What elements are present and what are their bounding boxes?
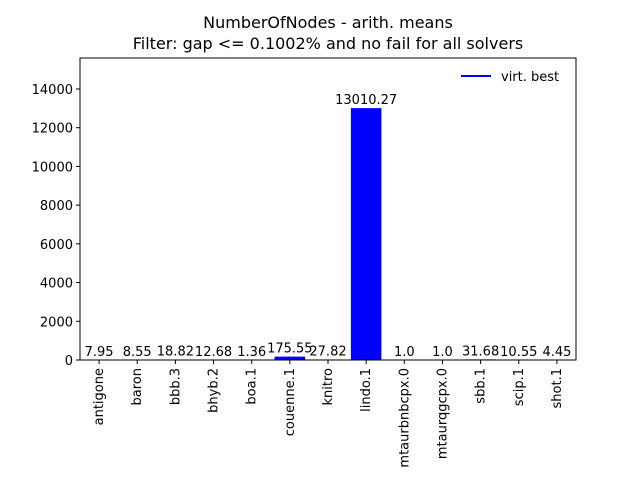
y-tick-label-2000: 2000 (40, 315, 73, 330)
y-tick-label-12000: 12000 (32, 122, 73, 137)
x-tick-label-scip-1: scip.1 (512, 368, 527, 406)
legend: virt. best (461, 70, 559, 85)
x-tick-label-sbb-1: sbb.1 (474, 368, 489, 404)
plot-frame (79, 57, 577, 361)
x-tick-label-knitro: knitro (321, 368, 336, 406)
x-tick-label-mtaurqgcpx-0: mtaurqgcpx.0 (435, 368, 450, 459)
data-label-antigone: 7.95 (85, 345, 114, 360)
data-label-shot-1: 4.45 (542, 345, 571, 360)
chart-subtitle: Filter: gap <= 0.1002% and no fail for a… (133, 34, 523, 53)
data-label-couenne-1: 175.55 (267, 342, 313, 357)
bar-lindo-1 (350, 108, 382, 360)
data-label-scip-1: 10.55 (500, 345, 537, 360)
x-tick-label-lindo-1: lindo.1 (359, 368, 374, 412)
x-tick-label-bhyb-2: bhyb.2 (207, 368, 222, 413)
legend-label-virt-best: virt. best (501, 70, 559, 85)
x-tick-label-baron: baron (130, 368, 145, 405)
data-label-bbb-3: 18.82 (157, 345, 194, 360)
y-tick-label-14000: 14000 (32, 83, 73, 98)
x-tick-label-bbb-3: bbb.3 (168, 368, 183, 405)
data-label-knitro: 27.82 (309, 344, 346, 359)
data-label-baron: 8.55 (123, 345, 152, 360)
y-tick-label-4000: 4000 (40, 277, 73, 292)
data-label-bhyb-2: 12.68 (195, 345, 232, 360)
bar-couenne-1 (274, 356, 306, 360)
data-label-lindo-1: 13010.27 (335, 93, 397, 108)
x-tick-label-couenne-1: couenne.1 (283, 368, 298, 436)
data-label-mtaurqgcpx-0: 1.0 (432, 345, 453, 360)
x-tick-label-boa-1: boa.1 (245, 368, 260, 405)
y-tick-label-8000: 8000 (40, 199, 73, 214)
y-tick-label-10000: 10000 (32, 160, 73, 175)
y-tick-label-6000: 6000 (40, 238, 73, 253)
x-tick-label-antigone: antigone (92, 368, 107, 425)
bars-group (83, 108, 573, 360)
y-axis: 0 2000 4000 6000 8000 10000 12000 14000 (32, 83, 80, 369)
chart-title: NumberOfNodes - arith. means (203, 13, 453, 32)
x-tick-label-mtaurbnbcpx-0: mtaurbnbcpx.0 (397, 368, 412, 468)
plot-area (80, 58, 576, 360)
x-tick-label-shot-1: shot.1 (550, 368, 565, 408)
data-label-mtaurbnbcpx-0: 1.0 (394, 345, 415, 360)
x-axis: antigone baron bbb.3 bhyb.2 boa.1 couenne.1 kn… (92, 360, 565, 468)
data-label-sbb-1: 31.68 (462, 344, 499, 359)
data-label-boa-1: 1.36 (237, 345, 266, 360)
y-tick-label-0: 0 (65, 354, 73, 369)
